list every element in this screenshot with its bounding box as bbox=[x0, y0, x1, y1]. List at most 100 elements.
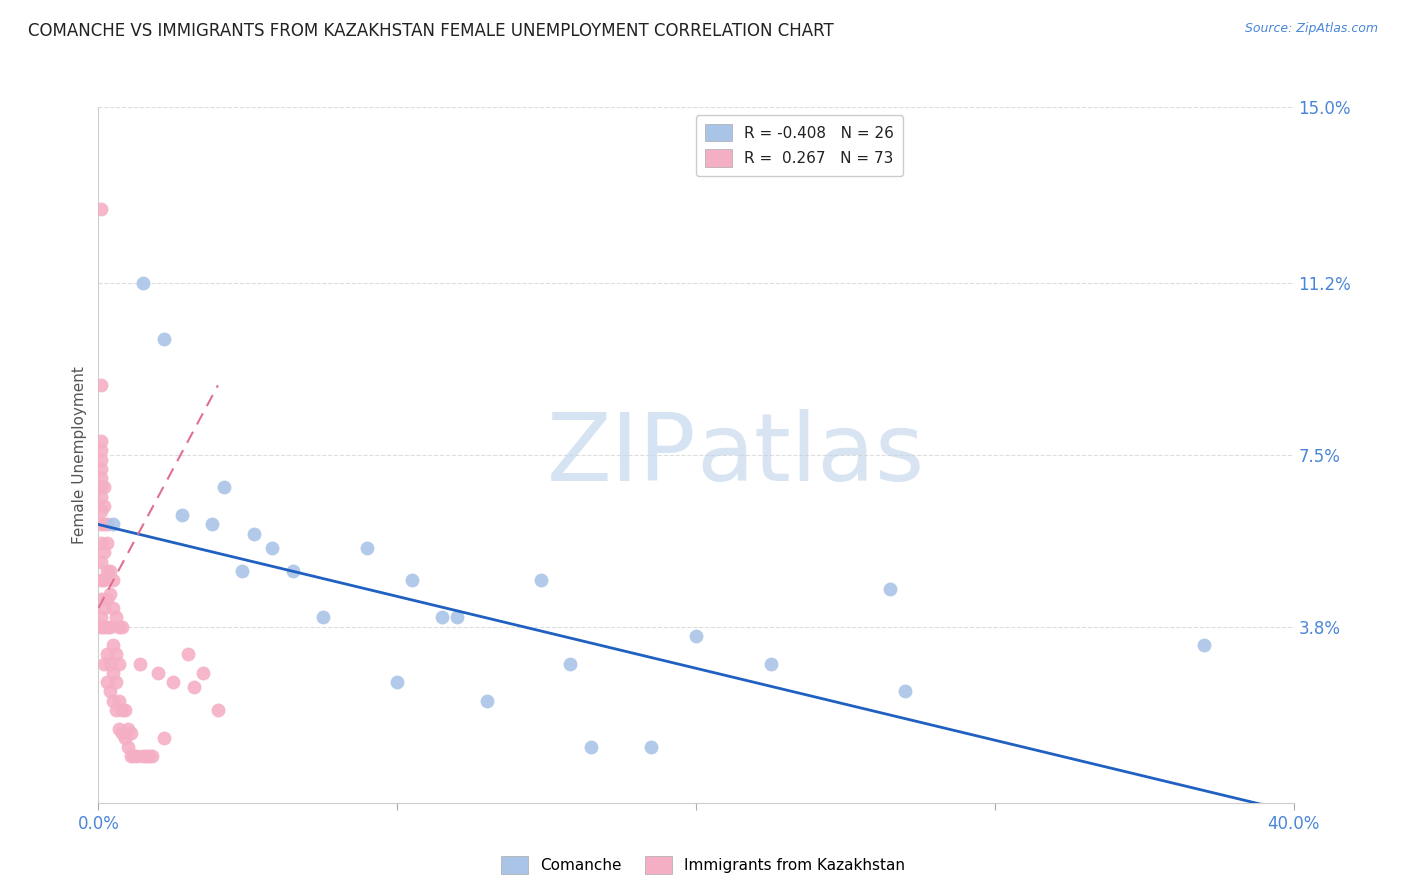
Point bbox=[475, 694, 498, 708]
Point bbox=[759, 657, 782, 671]
Point bbox=[93, 601, 115, 615]
Point bbox=[93, 619, 115, 633]
Point bbox=[894, 684, 917, 698]
Point bbox=[135, 749, 157, 764]
Point bbox=[100, 587, 122, 601]
Point bbox=[183, 680, 205, 694]
Point bbox=[90, 610, 112, 624]
Point bbox=[90, 517, 112, 532]
Point bbox=[401, 573, 423, 587]
Point bbox=[93, 517, 115, 532]
Point bbox=[685, 629, 707, 643]
Point bbox=[231, 564, 253, 578]
Point bbox=[111, 726, 134, 740]
Point bbox=[111, 703, 134, 717]
Point bbox=[141, 749, 163, 764]
Point bbox=[100, 684, 122, 698]
Point bbox=[124, 749, 146, 764]
Point bbox=[90, 536, 112, 550]
Point bbox=[177, 648, 200, 662]
Point bbox=[120, 726, 142, 740]
Y-axis label: Female Unemployment: Female Unemployment bbox=[72, 366, 87, 544]
Point bbox=[103, 601, 125, 615]
Text: ZIP: ZIP bbox=[547, 409, 696, 501]
Point bbox=[560, 657, 582, 671]
Point bbox=[114, 731, 136, 745]
Text: Source: ZipAtlas.com: Source: ZipAtlas.com bbox=[1244, 22, 1378, 36]
Point bbox=[132, 749, 155, 764]
Point bbox=[90, 490, 112, 504]
Point bbox=[96, 591, 118, 606]
Point bbox=[243, 526, 266, 541]
Point bbox=[96, 536, 118, 550]
Point bbox=[281, 564, 304, 578]
Point bbox=[90, 573, 112, 587]
Point bbox=[90, 591, 112, 606]
Point bbox=[90, 555, 112, 569]
Point bbox=[153, 731, 176, 745]
Point bbox=[581, 740, 603, 755]
Point bbox=[108, 657, 131, 671]
Point bbox=[105, 703, 128, 717]
Point bbox=[90, 480, 112, 494]
Point bbox=[207, 703, 229, 717]
Point bbox=[105, 610, 128, 624]
Point bbox=[90, 619, 112, 633]
Text: atlas: atlas bbox=[696, 409, 924, 501]
Point bbox=[153, 332, 176, 346]
Point bbox=[105, 648, 128, 662]
Point bbox=[90, 452, 112, 467]
Point bbox=[90, 202, 112, 216]
Point bbox=[446, 610, 468, 624]
Point bbox=[138, 749, 160, 764]
Point bbox=[162, 675, 184, 690]
Text: COMANCHE VS IMMIGRANTS FROM KAZAKHSTAN FEMALE UNEMPLOYMENT CORRELATION CHART: COMANCHE VS IMMIGRANTS FROM KAZAKHSTAN F… bbox=[28, 22, 834, 40]
Point bbox=[103, 573, 125, 587]
Point bbox=[93, 573, 115, 587]
Legend: R = -0.408   N = 26, R =  0.267   N = 73: R = -0.408 N = 26, R = 0.267 N = 73 bbox=[696, 115, 904, 176]
Point bbox=[108, 694, 131, 708]
Legend: Comanche, Immigrants from Kazakhstan: Comanche, Immigrants from Kazakhstan bbox=[495, 850, 911, 880]
Point bbox=[1192, 638, 1215, 652]
Point bbox=[132, 277, 155, 291]
Point bbox=[879, 582, 901, 597]
Point bbox=[96, 675, 118, 690]
Point bbox=[96, 619, 118, 633]
Point bbox=[90, 434, 112, 448]
Point bbox=[90, 462, 112, 476]
Point bbox=[93, 545, 115, 559]
Point bbox=[103, 694, 125, 708]
Point bbox=[148, 665, 170, 680]
Point bbox=[356, 541, 378, 555]
Point bbox=[90, 378, 112, 392]
Point bbox=[111, 619, 134, 633]
Point bbox=[93, 480, 115, 494]
Point bbox=[100, 657, 122, 671]
Point bbox=[103, 638, 125, 652]
Point bbox=[90, 471, 112, 485]
Point bbox=[90, 443, 112, 458]
Point bbox=[117, 722, 139, 736]
Point bbox=[430, 610, 453, 624]
Point bbox=[90, 503, 112, 517]
Point bbox=[120, 749, 142, 764]
Point bbox=[127, 749, 149, 764]
Point bbox=[96, 517, 118, 532]
Point bbox=[191, 665, 214, 680]
Point bbox=[103, 517, 125, 532]
Point bbox=[93, 657, 115, 671]
Point bbox=[96, 564, 118, 578]
Point bbox=[96, 648, 118, 662]
Point bbox=[311, 610, 333, 624]
Point bbox=[103, 665, 125, 680]
Point bbox=[529, 573, 551, 587]
Point bbox=[201, 517, 224, 532]
Point bbox=[108, 722, 131, 736]
Point bbox=[105, 675, 128, 690]
Point bbox=[260, 541, 283, 555]
Point bbox=[385, 675, 409, 690]
Point bbox=[640, 740, 662, 755]
Point bbox=[100, 619, 122, 633]
Point bbox=[114, 703, 136, 717]
Point bbox=[172, 508, 194, 523]
